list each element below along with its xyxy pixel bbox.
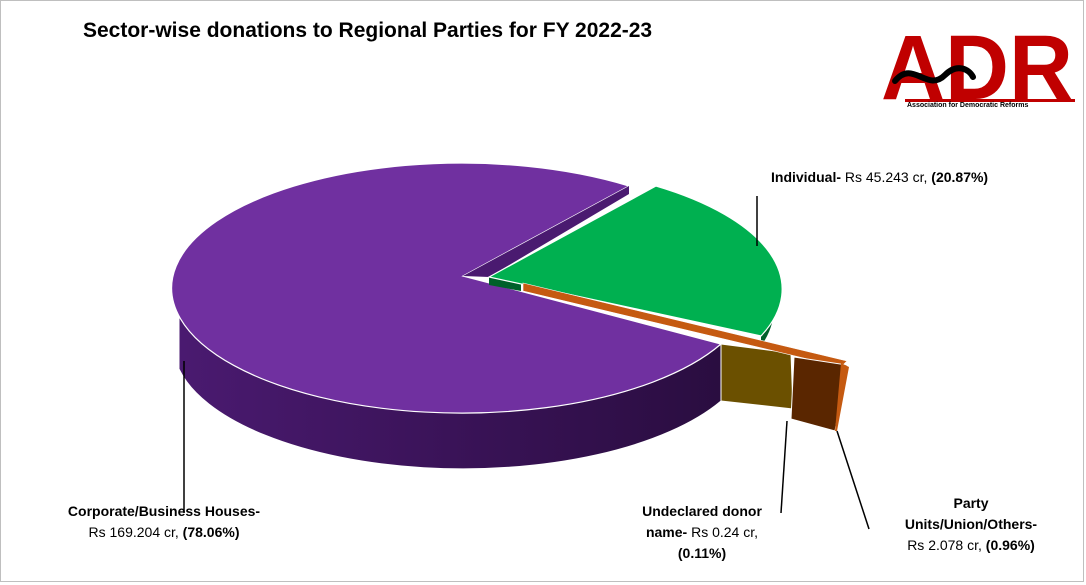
pie-slice-corporate [171, 162, 723, 414]
label-corporate-name: Corporate/Business Houses- [67, 503, 261, 519]
data-label-corporate: Corporate/Business Houses- Rs 169.204 cr… [39, 501, 289, 543]
label-undeclared-amount: Rs 0.24 cr, [687, 524, 759, 540]
label-party-amount: Rs 2.078 cr, [907, 537, 986, 553]
adr-logo: ADR [881, 19, 1075, 115]
logo-tagline: Association for Democratic Reforms [907, 102, 1029, 109]
leader-line-undeclared [780, 420, 788, 514]
label-corporate-amount: Rs 169.204 cr, [88, 524, 183, 540]
label-party-name-line1: Party [953, 495, 989, 511]
logo-underline [905, 99, 1075, 102]
label-individual-amount: Rs 45.243 cr, [841, 169, 932, 185]
pie-slice-individual [487, 185, 783, 337]
label-undeclared-percent: (0.11%) [677, 545, 727, 561]
pie-slice-party-side-edge [835, 363, 849, 431]
label-undeclared-name-line2: name- [645, 524, 688, 540]
pie-slice-individual-side [489, 277, 521, 291]
logo-swoosh-icon [892, 65, 976, 84]
label-corporate-percent: (78.06%) [182, 524, 240, 540]
label-individual-percent: (20.87%) [931, 169, 989, 185]
label-party-percent: (0.96%) [985, 537, 1035, 553]
data-label-party: Party Units/Union/Others- Rs 2.078 cr, (… [871, 493, 1071, 556]
data-label-individual: Individual- Rs 45.243 cr, (20.87%) [771, 167, 988, 188]
label-individual-name: Individual- [771, 169, 841, 185]
chart-title: Sector-wise donations to Regional Partie… [83, 19, 653, 42]
leader-line-party [836, 430, 870, 530]
data-label-undeclared: Undeclared donor name- Rs 0.24 cr, (0.11… [607, 501, 797, 564]
label-undeclared-name-line1: Undeclared donor [642, 503, 762, 519]
label-party-name-line2: Units/Union/Others- [904, 516, 1038, 532]
pie-slice-undeclared-side [720, 343, 794, 410]
pie-slice-corporate-inner-edge [463, 186, 629, 277]
